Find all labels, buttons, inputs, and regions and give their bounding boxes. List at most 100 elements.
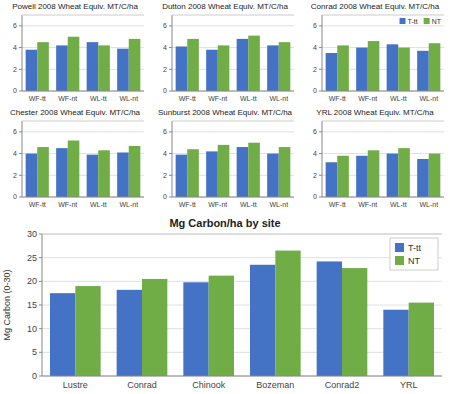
bar: [117, 152, 129, 197]
bar: [56, 148, 68, 197]
bar: [98, 45, 110, 91]
plot-background: [22, 121, 144, 197]
chart-title: YRL 2008 Wheat Equiv. MT/C/ha: [316, 108, 434, 117]
bar: [87, 155, 99, 197]
grid-line: [172, 25, 294, 26]
y-tick-label: 0: [163, 193, 167, 200]
y-axis-line: [322, 121, 323, 197]
bar: [176, 46, 188, 91]
x-tick-label: WF-tt: [329, 201, 346, 208]
chart-title: Dutton 2008 Wheat Equiv. MT/C/ha: [162, 2, 288, 11]
x-tick-label: WL-tt: [240, 201, 257, 208]
bar: [26, 154, 38, 197]
plot-top-line: [172, 121, 294, 122]
y-tick-label: 0: [163, 87, 167, 94]
bars: [26, 37, 141, 91]
bars: [50, 251, 434, 376]
bar: [98, 150, 110, 197]
y-axis-line: [322, 15, 323, 91]
x-tick-label: WF-nt: [58, 201, 77, 208]
plot-background: [172, 121, 294, 197]
chart-title: Mg Carbon/ha by site: [169, 217, 280, 229]
legend-label: T-tt: [408, 243, 421, 253]
bar: [237, 39, 249, 91]
grid-line: [42, 305, 442, 306]
bar: [87, 42, 99, 91]
x-tick-label: WL-nt: [119, 95, 138, 102]
y-tick-label: 6: [163, 128, 167, 135]
x-tick-label: WF-nt: [208, 201, 227, 208]
x-tick-label: WL-tt: [90, 95, 107, 102]
legend-swatch: [400, 18, 406, 24]
x-tick-label: WF-tt: [29, 201, 46, 208]
chart-title: Powell 2008 Wheat Equiv. MT/C/ha: [12, 2, 138, 11]
x-tick-label: WL-nt: [269, 201, 288, 208]
bar: [117, 290, 142, 376]
bar: [383, 310, 408, 376]
bar: [275, 251, 300, 376]
plot-top-line: [322, 121, 444, 122]
bar: [206, 151, 218, 197]
y-tick-label: 25: [27, 253, 37, 263]
bar: [326, 162, 338, 197]
bar: [337, 45, 349, 91]
plot-background: [22, 15, 144, 91]
y-tick-label: 2: [163, 172, 167, 179]
x-axis-line: [322, 197, 444, 198]
x-tick-label: WF-nt: [358, 95, 377, 102]
x-tick-label: WF-nt: [358, 201, 377, 208]
chart: Conrad 2008 Wheat Equiv. MT/C/ha0246WF-t…: [311, 2, 444, 102]
y-axis-line: [22, 15, 23, 91]
x-tick-label: Conrad: [127, 380, 157, 390]
legend-label: NT: [408, 256, 420, 266]
grid-line: [42, 376, 442, 377]
x-axis-line: [42, 376, 442, 377]
plot-background: [172, 15, 294, 91]
grid-line: [42, 257, 442, 258]
grid-line: [322, 91, 444, 92]
y-tick-label: 2: [313, 66, 317, 73]
bar: [368, 41, 380, 91]
y-axis-line: [22, 121, 23, 197]
legend-swatch: [395, 256, 404, 265]
legend-label: NT: [432, 18, 442, 25]
x-axis-line: [172, 197, 294, 198]
y-tick-label: 30: [27, 229, 37, 239]
grid-line: [322, 25, 444, 26]
x-tick-label: Chinook: [192, 380, 226, 390]
x-axis-line: [172, 91, 294, 92]
plot-top-line: [22, 121, 144, 122]
bar: [267, 154, 279, 197]
y-tick-label: 0: [313, 87, 317, 94]
grid-line: [42, 234, 442, 235]
bar: [368, 150, 380, 197]
bar: [209, 276, 234, 376]
bar: [342, 268, 367, 376]
grid-line: [22, 25, 144, 26]
bars: [176, 36, 291, 91]
bar: [68, 141, 80, 197]
bar: [117, 49, 129, 91]
bar: [279, 147, 291, 197]
x-tick-label: WF-tt: [179, 95, 196, 102]
bar: [37, 147, 49, 197]
chart: Powell 2008 Wheat Equiv. MT/C/ha0246WF-t…: [12, 2, 144, 102]
bar: [26, 50, 38, 91]
x-tick-label: WL-tt: [390, 201, 407, 208]
bar: [387, 154, 399, 197]
y-tick-label: 0: [13, 193, 17, 200]
x-tick-label: WL-tt: [240, 95, 257, 102]
legend-box: [390, 238, 438, 270]
x-tick-label: WL-nt: [119, 201, 138, 208]
y-tick-label: 2: [163, 66, 167, 73]
y-tick-label: 0: [32, 371, 37, 381]
bar: [429, 154, 441, 197]
bar: [183, 282, 208, 376]
bar: [248, 36, 260, 91]
x-tick-label: Lustre: [63, 380, 88, 390]
x-tick-label: Bozeman: [256, 380, 294, 390]
plot-background: [42, 234, 442, 376]
y-axis-line: [172, 15, 173, 91]
y-tick-label: 4: [13, 44, 17, 51]
legend-item: NT: [424, 18, 442, 25]
